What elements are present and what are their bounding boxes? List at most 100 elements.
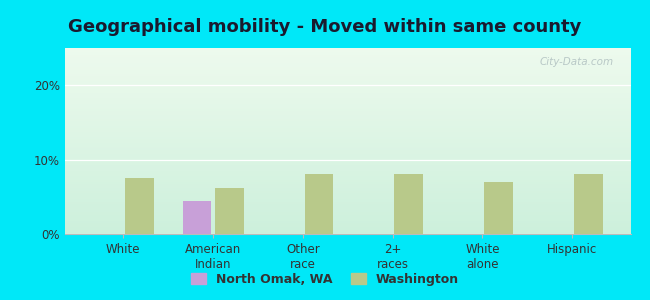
- Bar: [65, 212, 630, 214]
- Bar: [65, 147, 630, 148]
- Bar: [484, 182, 513, 234]
- Bar: [65, 54, 630, 56]
- Bar: [65, 230, 630, 232]
- Bar: [574, 175, 603, 234]
- Bar: [65, 93, 630, 94]
- Bar: [65, 214, 630, 215]
- Bar: [65, 210, 630, 212]
- Bar: [65, 178, 630, 180]
- Bar: [65, 113, 630, 115]
- Bar: [65, 98, 630, 100]
- Bar: [65, 91, 630, 93]
- Bar: [65, 135, 630, 137]
- Bar: [65, 143, 630, 145]
- Bar: [65, 65, 630, 67]
- Bar: [65, 202, 630, 204]
- Bar: [65, 156, 630, 158]
- Bar: [65, 89, 630, 91]
- Bar: [65, 122, 630, 124]
- Bar: [65, 106, 630, 107]
- Bar: [65, 223, 630, 225]
- Bar: [65, 134, 630, 135]
- Bar: [183, 200, 211, 234]
- Bar: [65, 219, 630, 221]
- Bar: [65, 119, 630, 121]
- Bar: [65, 130, 630, 132]
- Bar: [65, 74, 630, 76]
- Bar: [65, 226, 630, 228]
- Bar: [65, 96, 630, 98]
- Bar: [65, 67, 630, 68]
- Bar: [65, 217, 630, 219]
- Bar: [65, 72, 630, 74]
- Bar: [65, 206, 630, 208]
- Bar: [65, 148, 630, 150]
- Bar: [65, 48, 630, 50]
- Bar: [65, 68, 630, 70]
- Bar: [65, 169, 630, 171]
- Bar: [65, 208, 630, 210]
- Bar: [65, 158, 630, 160]
- Bar: [65, 83, 630, 85]
- Bar: [65, 175, 630, 176]
- Bar: [65, 204, 630, 206]
- Bar: [65, 132, 630, 134]
- Bar: [65, 152, 630, 154]
- Bar: [65, 124, 630, 126]
- Bar: [65, 154, 630, 156]
- Bar: [65, 63, 630, 65]
- Bar: [65, 141, 630, 143]
- Bar: [305, 175, 333, 234]
- Bar: [65, 110, 630, 111]
- Bar: [65, 171, 630, 172]
- Legend: North Omak, WA, Washington: North Omak, WA, Washington: [186, 268, 464, 291]
- Bar: [65, 82, 630, 83]
- Bar: [65, 117, 630, 119]
- Bar: [65, 145, 630, 147]
- Bar: [65, 78, 630, 80]
- Bar: [65, 126, 630, 128]
- Bar: [65, 102, 630, 104]
- Bar: [65, 172, 630, 175]
- Bar: [65, 163, 630, 165]
- Bar: [65, 215, 630, 217]
- Bar: [65, 52, 630, 54]
- Bar: [65, 167, 630, 169]
- Bar: [65, 189, 630, 191]
- Bar: [65, 180, 630, 182]
- Bar: [65, 80, 630, 82]
- Bar: [65, 200, 630, 202]
- Bar: [65, 115, 630, 117]
- Bar: [65, 193, 630, 195]
- Bar: [65, 57, 630, 59]
- Bar: [65, 182, 630, 184]
- Bar: [65, 61, 630, 63]
- Bar: [65, 50, 630, 52]
- Bar: [65, 199, 630, 200]
- Bar: [65, 195, 630, 197]
- Bar: [65, 191, 630, 193]
- Bar: [65, 186, 630, 188]
- Bar: [65, 176, 630, 178]
- Bar: [65, 139, 630, 141]
- Bar: [65, 70, 630, 72]
- Bar: [65, 104, 630, 106]
- Bar: [65, 87, 630, 89]
- Bar: [65, 56, 630, 57]
- Bar: [215, 188, 244, 234]
- Bar: [65, 59, 630, 61]
- Bar: [65, 111, 630, 113]
- Bar: [65, 137, 630, 139]
- Bar: [65, 107, 630, 110]
- Text: Geographical mobility - Moved within same county: Geographical mobility - Moved within sam…: [68, 18, 582, 36]
- Bar: [65, 165, 630, 167]
- Bar: [65, 161, 630, 163]
- Bar: [65, 150, 630, 152]
- Bar: [65, 188, 630, 189]
- Bar: [65, 121, 630, 122]
- Bar: [65, 184, 630, 186]
- Bar: [65, 100, 630, 102]
- Bar: [65, 228, 630, 230]
- Bar: [65, 225, 630, 226]
- Bar: [65, 232, 630, 234]
